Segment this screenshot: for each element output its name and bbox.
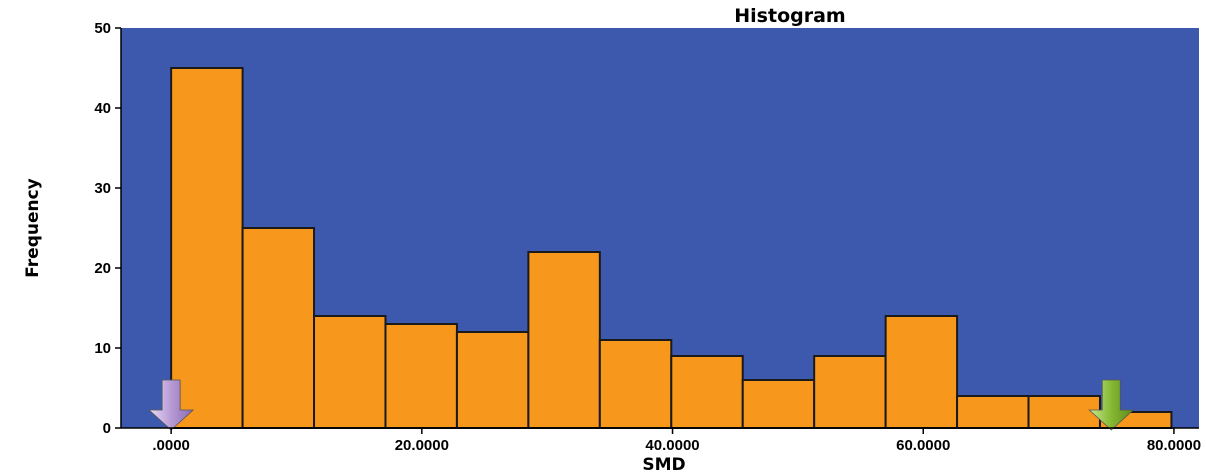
- y-tick-label: 30: [94, 180, 111, 197]
- y-tick-label: 0: [103, 420, 111, 437]
- y-tick-label: 10: [94, 340, 111, 357]
- histogram-bar: [670, 355, 744, 429]
- histogram-bar: [1027, 395, 1101, 429]
- x-tick-label: 80.0000: [1147, 437, 1201, 454]
- histogram-bar: [956, 395, 1030, 429]
- x-tick-label: .0000: [152, 437, 190, 454]
- down-arrow-icon: [148, 379, 195, 431]
- histogram-bar: [241, 227, 316, 429]
- x-axis-title: SMD: [642, 455, 685, 475]
- y-tick-label: 40: [94, 100, 111, 117]
- chart-title: Histogram: [734, 5, 845, 27]
- x-tick-label: 60.0000: [896, 437, 950, 454]
- markers-group: [148, 379, 1135, 431]
- down-arrow-icon: [1088, 379, 1135, 431]
- y-tick-label: 20: [94, 260, 111, 277]
- histogram-bar: [884, 315, 959, 429]
- y-tick-label: 50: [94, 20, 111, 37]
- x-axis-ticks: .0000 20.0000 40.0000 60.0000 80.0000: [152, 428, 1201, 454]
- y-axis-title: Frequency: [23, 178, 43, 278]
- x-tick-label: 40.0000: [645, 437, 699, 454]
- x-tick-label: 20.0000: [395, 437, 449, 454]
- histogram-bar: [741, 379, 816, 429]
- histogram-bar: [813, 355, 887, 429]
- bars-group: [170, 67, 1173, 429]
- histogram-bar: [384, 323, 458, 429]
- histogram-bar: [527, 251, 601, 429]
- histogram-bar: [170, 67, 244, 429]
- y-axis-ticks: 0 10 20 30 40 50: [94, 20, 121, 437]
- histogram-bar: [455, 331, 530, 429]
- histogram-bar: [313, 315, 387, 429]
- histogram-bar: [598, 339, 673, 429]
